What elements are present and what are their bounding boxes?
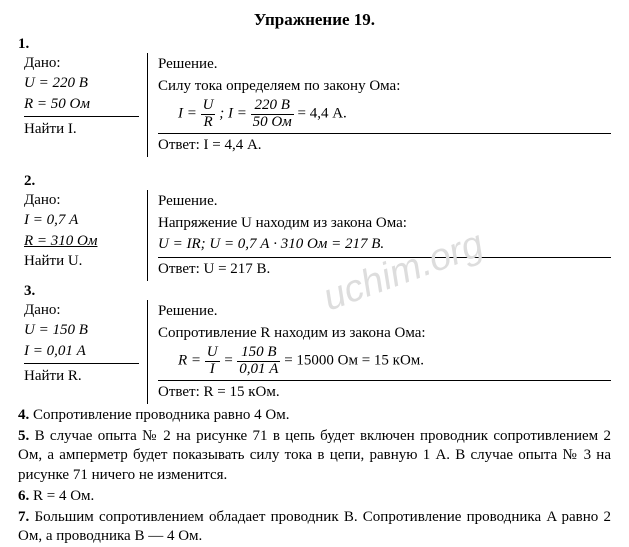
solution-equation: U = IR; U = 0,7 А · 310 Ом = 217 В.	[158, 235, 611, 255]
given-heading: Дано:	[24, 300, 139, 320]
problem-1-solution: Решение. Силу тока определяем по закону …	[148, 53, 611, 157]
problem-3-number: 3.	[18, 283, 611, 300]
problem-5: 5. В случае опыта № 2 на рисунке 71 в це…	[18, 427, 611, 485]
solution-line: Сопротивление R находим из закона Ома:	[158, 324, 611, 344]
given-line: R = 50 Ом	[24, 94, 139, 114]
fraction: UR	[201, 98, 216, 131]
eq-text: =	[223, 353, 237, 369]
eq-text: = 15000 Ом = 15 кОм.	[284, 353, 424, 369]
solution-heading: Решение.	[158, 55, 611, 75]
divider	[158, 257, 611, 258]
divider	[24, 363, 139, 364]
frac-num: U	[201, 98, 216, 115]
given-heading: Дано:	[24, 53, 139, 73]
problem-6: 6. R = 4 Ом.	[18, 487, 611, 506]
exercise-title: Упражнение 19.	[18, 10, 611, 30]
problem-1-block: Дано: U = 220 В R = 50 Ом Найти I. Решен…	[18, 53, 611, 157]
problem-3-block: Дано: U = 150 В I = 0,01 А Найти R. Реше…	[18, 300, 611, 404]
solution-heading: Решение.	[158, 192, 611, 212]
frac-num: U	[205, 345, 220, 362]
fraction: UI	[205, 345, 220, 378]
problem-1-number: 1.	[18, 36, 611, 53]
spacer	[18, 157, 611, 171]
fraction: 150 В0,01 А	[237, 345, 280, 378]
page: Упражнение 19. 1. Дано: U = 220 В R = 50…	[0, 0, 629, 546]
answer-line: Ответ: R = 15 кОм.	[158, 383, 611, 403]
solution-line: Силу тока определяем по закону Ома:	[158, 77, 611, 97]
find-line: Найти I.	[24, 119, 139, 139]
frac-den: 50 Ом	[251, 115, 294, 131]
solution-equation: I = UR ; I = 220 В50 Ом = 4,4 А.	[158, 98, 611, 131]
frac-num: 220 В	[251, 98, 294, 115]
problem-2-number: 2.	[18, 173, 611, 190]
solution-equation: R = UI = 150 В0,01 А = 15000 Ом = 15 кОм…	[158, 345, 611, 378]
divider	[158, 380, 611, 381]
problem-3-given: Дано: U = 150 В I = 0,01 А Найти R.	[18, 300, 148, 404]
find-line: Найти U.	[24, 251, 139, 271]
eq-text: ; I =	[219, 106, 250, 122]
problem-2-solution: Решение. Напряжение U находим из закона …	[148, 190, 611, 281]
solution-heading: Решение.	[158, 302, 611, 322]
answer-line: Ответ: U = 217 В.	[158, 260, 611, 280]
problem-1-given: Дано: U = 220 В R = 50 Ом Найти I.	[18, 53, 148, 157]
problem-2-block: Дано: I = 0,7 А R = 310 Ом Найти U. Реше…	[18, 190, 611, 281]
frac-num: 150 В	[237, 345, 280, 362]
find-line: Найти R.	[24, 366, 139, 386]
problem-7: 7. Большим сопротивлением обладает прово…	[18, 508, 611, 546]
given-line: I = 0,7 А	[24, 210, 139, 230]
answer-line: Ответ: I = 4,4 А.	[158, 136, 611, 156]
given-line: U = 220 В	[24, 73, 139, 93]
frac-den: 0,01 А	[237, 362, 280, 378]
divider	[24, 116, 139, 117]
frac-den: R	[201, 115, 216, 131]
fraction: 220 В50 Ом	[251, 98, 294, 131]
eq-text: R =	[178, 353, 201, 369]
problem-3-solution: Решение. Сопротивление R находим из зако…	[148, 300, 611, 404]
divider	[158, 133, 611, 134]
eq-text: I =	[178, 106, 197, 122]
problem-2-given: Дано: I = 0,7 А R = 310 Ом Найти U.	[18, 190, 148, 281]
problem-4: 4. Сопротивление проводника равно 4 Ом.	[18, 406, 611, 425]
eq-text: = 4,4 А.	[298, 106, 347, 122]
frac-den: I	[205, 362, 220, 378]
given-line: U = 150 В	[24, 320, 139, 340]
solution-line: Напряжение U находим из закона Ома:	[158, 214, 611, 234]
given-heading: Дано:	[24, 190, 139, 210]
given-line: I = 0,01 А	[24, 341, 139, 361]
given-line: R = 310 Ом	[24, 231, 139, 251]
